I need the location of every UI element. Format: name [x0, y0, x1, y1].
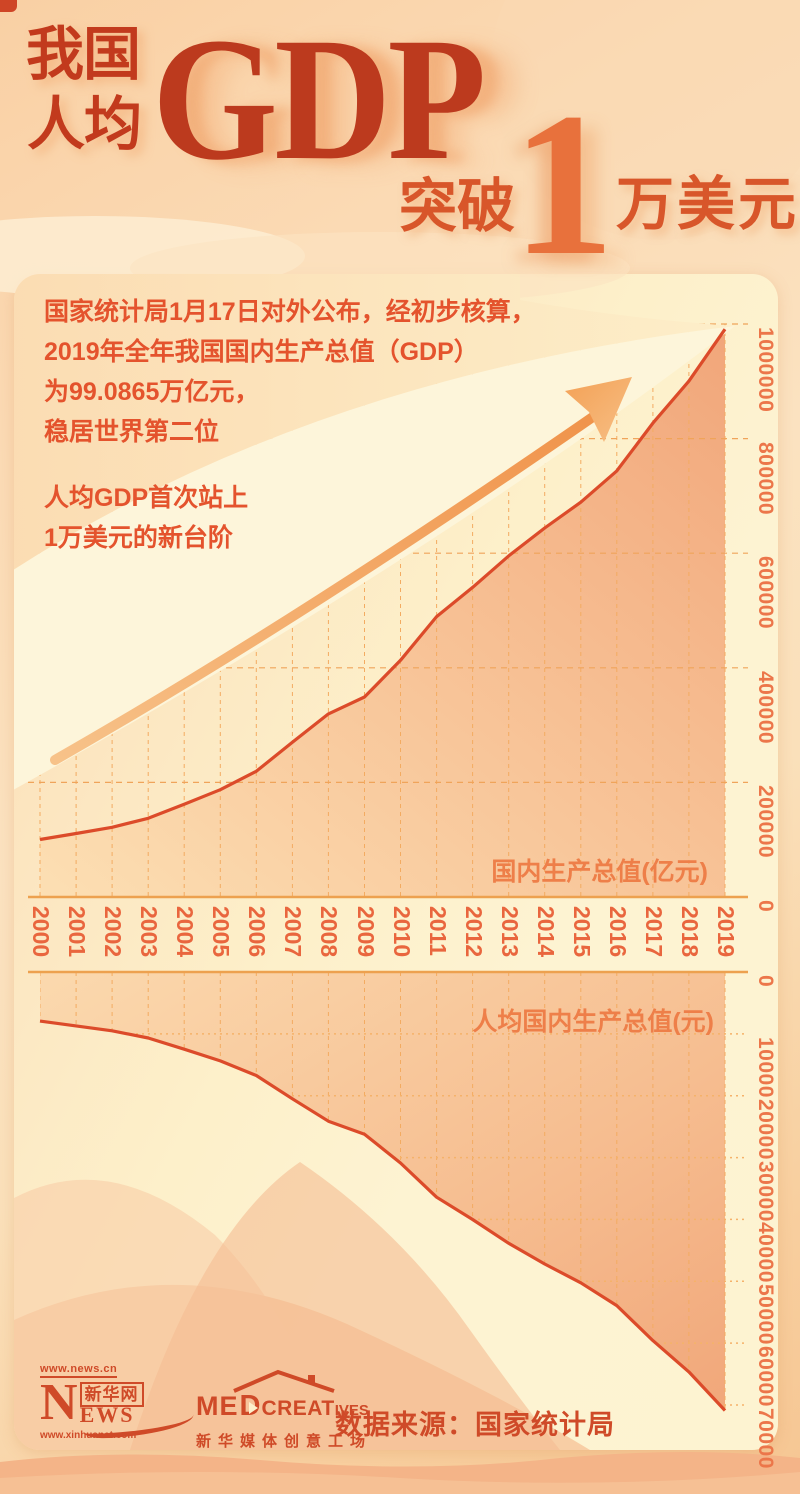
year-label: 2006 — [244, 906, 271, 958]
year-label: 2011 — [424, 906, 451, 956]
year-label: 2004 — [172, 906, 199, 958]
intro-line: 2019年全年我国国内生产总值（GDP） — [44, 338, 479, 366]
med-ives-text: IVES — [334, 1402, 369, 1419]
gdp-area-fill — [40, 329, 725, 897]
gdp-curve — [39, 328, 727, 842]
intro-line: 人均GDP首次站上 — [44, 484, 249, 512]
med-creat-text: CREAT — [261, 1397, 335, 1420]
corner-decoration — [0, 0, 17, 12]
per-capita-tick-label: 50000 — [754, 1284, 777, 1346]
news-logo-xinhua: 新华网 — [79, 1382, 144, 1407]
gdp-area-chart — [14, 274, 748, 899]
news-url-top: www.news.cn — [40, 1363, 118, 1378]
per-capita-tick-label: 40000 — [754, 1222, 777, 1284]
per-capita-tick-label: 30000 — [754, 1160, 777, 1222]
year-label: 2009 — [352, 906, 379, 958]
trend-arrow-shaft — [50, 407, 605, 765]
title-cn-line1: 我国 — [26, 22, 141, 87]
intro-line: 国家统计局1月17日对外公布，经初步核算， — [44, 298, 536, 326]
year-label: 2002 — [100, 906, 127, 958]
year-label: 2008 — [316, 906, 343, 958]
year-label: 2005 — [208, 906, 235, 958]
news-url-bottom: www.xinhuanet.com — [40, 1430, 137, 1441]
intro-line: 1万美元的新台阶 — [44, 524, 233, 552]
title-digit-one: 1 — [512, 71, 615, 298]
year-label: 2001 — [64, 906, 91, 958]
year-label: 2000 — [28, 906, 54, 958]
year-label: 2012 — [460, 906, 487, 958]
med-d-play-icon: D — [239, 1390, 261, 1422]
per-capita-tick-label: 20000 — [754, 1098, 777, 1160]
data-source-label: 数据来源：国家统计局 — [335, 1410, 615, 1440]
gdp-tick-label: 200000 — [754, 785, 777, 859]
per-capita-series-label: 人均国内生产总值(元) — [472, 1008, 714, 1036]
trend-arrow-head — [565, 377, 632, 442]
intro-text: 国家统计局1月17日对外公布，经初步核算， 2019年全年我国国内生产总值（GD… — [44, 292, 604, 558]
news-logo-n: N — [40, 1374, 78, 1431]
gdp-tick-label: 0 — [754, 900, 777, 913]
title-block: 我国 人均 GDP 1 突破 万美元 — [0, 0, 800, 288]
year-label: 2010 — [388, 906, 415, 958]
year-label: 2007 — [280, 906, 307, 958]
med-chinese-name: 新华媒体创意工场 — [196, 1433, 373, 1450]
xinhuanet-logo: www.news.cn N 新华网 EWS www.xinhuanet.com — [40, 1359, 195, 1441]
title-cn-line2: 人均 — [27, 92, 142, 157]
gdp-tick-label: 600000 — [754, 556, 777, 630]
title-gdp: GDP — [152, 2, 486, 197]
year-label: 2015 — [568, 906, 595, 958]
year-label: 2013 — [496, 906, 523, 958]
footer: www.news.cn N 新华网 EWS www.xinhuanet.com … — [0, 1355, 800, 1450]
title-unit: 万美元 — [616, 172, 800, 237]
year-label: 2018 — [676, 906, 703, 958]
year-label: 2017 — [640, 906, 667, 958]
title-breakthrough: 突破 — [399, 174, 516, 239]
per-capita-tick-label: 0 — [754, 975, 777, 988]
year-label: 2016 — [604, 906, 631, 958]
intro-line: 稳居世界第二位 — [44, 418, 220, 446]
gdp-tick-label: 800000 — [754, 441, 777, 515]
per-capita-area-chart — [14, 970, 748, 1450]
year-label: 2019 — [713, 906, 739, 958]
intro-line: 为99.0865万亿元， — [44, 378, 260, 406]
per-capita-tick-label: 10000 — [754, 1036, 777, 1098]
card-peach-overlay — [14, 274, 735, 582]
year-label: 2014 — [532, 906, 559, 958]
gdp-series-label: 国内生产总值(亿元) — [491, 858, 708, 886]
gdp-tick-label: 1000000 — [754, 327, 777, 413]
background-waves-bottom — [0, 1452, 800, 1494]
year-label: 2003 — [136, 906, 163, 958]
medcreatives-logo: ME D CREAT IVES 新华媒体创意工场 — [196, 1369, 411, 1451]
news-logo-ews: EWS — [79, 1402, 135, 1427]
per-capita-area-fill — [40, 972, 725, 1411]
gdp-tick-label: 400000 — [754, 670, 777, 744]
per-capita-curve — [39, 1019, 727, 1412]
house-roof-icon — [233, 1369, 335, 1393]
med-me-text: ME — [196, 1391, 239, 1421]
